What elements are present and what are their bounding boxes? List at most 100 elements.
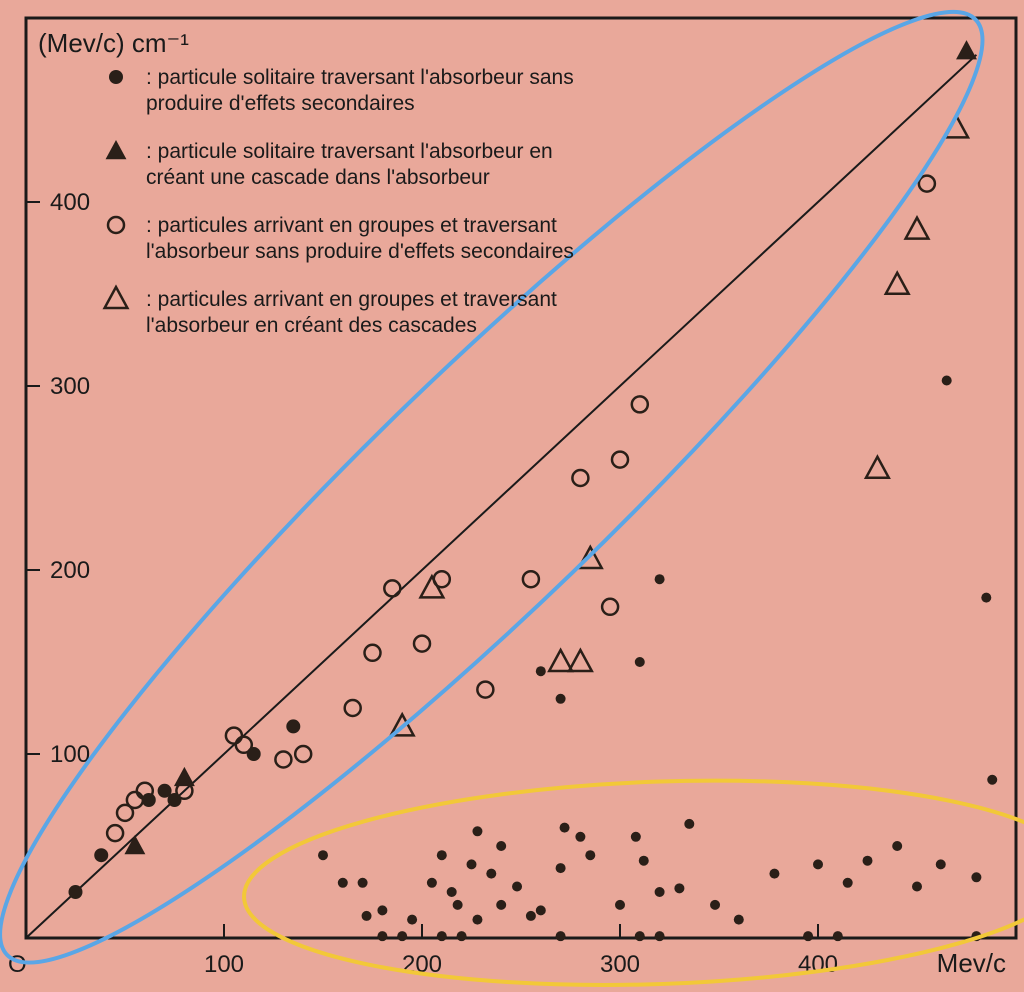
data-point: [286, 719, 300, 733]
data-point: [526, 911, 536, 921]
data-point: [472, 915, 482, 925]
data-point: [956, 40, 977, 59]
data-point: [437, 850, 447, 860]
data-point: [457, 931, 467, 941]
y-tick-label: 400: [50, 189, 90, 216]
data-point: [477, 682, 493, 698]
data-point: [866, 457, 889, 478]
data-point: [523, 571, 539, 587]
data-point: [560, 823, 570, 833]
data-point: [585, 850, 595, 860]
data-point: [472, 826, 482, 836]
data-point: [602, 599, 618, 615]
data-point: [734, 915, 744, 925]
y-tick-label: 300: [50, 373, 90, 400]
data-point: [556, 863, 566, 873]
data-point: [906, 218, 929, 239]
data-point: [843, 878, 853, 888]
y-tick-label: 100: [50, 741, 90, 768]
series: [69, 719, 301, 899]
data-point: [108, 217, 124, 233]
y-axis-label: (Mev/c) cm⁻¹: [38, 28, 189, 58]
data-point: [427, 878, 437, 888]
data-point: [892, 841, 902, 851]
data-point: [556, 931, 566, 941]
data-point: [813, 859, 823, 869]
data-point: [318, 850, 328, 860]
legend-label: : particule solitaire traversant l'absor…: [146, 140, 553, 163]
data-point: [536, 905, 546, 915]
data-point: [414, 636, 430, 652]
x-axis-label: Mev/c: [937, 948, 1006, 978]
data-point: [912, 881, 922, 891]
series: [318, 375, 997, 941]
data-point: [127, 792, 143, 808]
data-point: [486, 869, 496, 879]
data-point: [226, 728, 242, 744]
data-point: [981, 593, 991, 603]
data-point: [434, 571, 450, 587]
series: [107, 176, 935, 842]
data-point: [467, 859, 477, 869]
data-point: [655, 931, 665, 941]
data-point: [674, 883, 684, 893]
data-point: [631, 832, 641, 842]
legend-label: : particule solitaire traversant l'absor…: [146, 66, 574, 89]
data-point: [338, 878, 348, 888]
data-point: [569, 650, 592, 671]
data-point: [575, 832, 585, 842]
data-point: [942, 375, 952, 385]
legend-label: l'absorbeur sans produire d'effets secon…: [146, 240, 574, 263]
data-point: [635, 657, 645, 667]
data-point: [384, 580, 400, 596]
data-point: [142, 793, 156, 807]
data-point: [453, 900, 463, 910]
data-point: [247, 747, 261, 761]
data-point: [362, 911, 372, 921]
data-point: [987, 775, 997, 785]
legend-label: l'absorbeur en créant des cascades: [146, 314, 477, 337]
data-point: [936, 859, 946, 869]
data-point: [612, 452, 628, 468]
scatter-chart: O100200300400Mev/c100200300400(Mev/c) cm…: [0, 0, 1024, 992]
data-point: [639, 856, 649, 866]
data-point: [437, 931, 447, 941]
data-point: [655, 887, 665, 897]
data-point: [407, 915, 417, 925]
data-point: [158, 784, 172, 798]
data-point: [105, 287, 128, 308]
x-tick-label: 300: [600, 951, 640, 978]
data-point: [275, 752, 291, 768]
data-point: [94, 848, 108, 862]
data-point: [655, 574, 665, 584]
data-point: [345, 700, 361, 716]
data-point: [710, 900, 720, 910]
data-point: [769, 869, 779, 879]
data-point: [572, 470, 588, 486]
data-point: [803, 931, 813, 941]
x-tick-label: O: [8, 951, 27, 978]
data-point: [512, 881, 522, 891]
data-point: [397, 931, 407, 941]
data-point: [632, 396, 648, 412]
data-point: [377, 905, 387, 915]
data-point: [447, 887, 457, 897]
data-point: [863, 856, 873, 866]
series: [391, 116, 968, 735]
data-point: [886, 273, 909, 294]
legend-label: : particules arrivant en groupes et trav…: [146, 288, 557, 311]
data-point: [69, 885, 83, 899]
legend-label: produire d'effets secondaires: [146, 92, 415, 115]
legend-label: créant une cascade dans l'absorbeur: [146, 166, 490, 189]
data-point: [833, 931, 843, 941]
data-point: [109, 70, 123, 84]
legend-label: : particules arrivant en groupes et trav…: [146, 214, 557, 237]
data-point: [106, 140, 127, 159]
data-point: [377, 931, 387, 941]
x-tick-label: 100: [204, 951, 244, 978]
data-point: [496, 900, 506, 910]
data-point: [358, 878, 368, 888]
data-point: [496, 841, 506, 851]
data-point: [919, 176, 935, 192]
data-point: [549, 650, 572, 671]
